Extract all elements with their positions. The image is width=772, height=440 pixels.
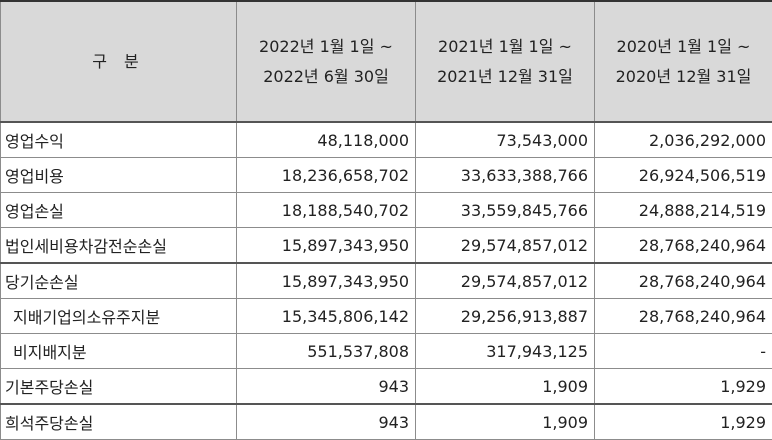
value-2020: 28,768,240,964 (595, 263, 772, 299)
row-label: 영업수익 (1, 122, 237, 158)
value-2020: 24,888,214,519 (595, 193, 772, 228)
row-basic-loss-per-share: 기본주당손실 943 1,909 1,929 (1, 369, 772, 405)
value-2022h1: 15,897,343,950 (237, 263, 416, 299)
value-2022h1: 15,345,806,142 (237, 299, 416, 334)
value-2021: 29,574,857,012 (416, 228, 595, 264)
row-label: 지배기업의소유주지분 (1, 299, 237, 334)
period-start: 2021년 1월 1일 ~ (416, 32, 594, 62)
value-2021: 1,909 (416, 404, 595, 440)
period-start: 2022년 1월 1일 ~ (237, 32, 415, 62)
value-2021: 73,543,000 (416, 122, 595, 158)
value-2020: 1,929 (595, 369, 772, 405)
row-label: 기본주당손실 (1, 369, 237, 405)
value-2021: 317,943,125 (416, 334, 595, 369)
value-2021: 29,256,913,887 (416, 299, 595, 334)
period-start: 2020년 1월 1일 ~ (595, 32, 772, 62)
period-end: 2022년 6월 30일 (237, 62, 415, 92)
value-2020: 1,929 (595, 404, 772, 440)
period-header-2021: 2021년 1월 1일 ~ 2021년 12월 31일 (416, 1, 595, 122)
row-label: 영업손실 (1, 193, 237, 228)
row-non-controlling-interest: 비지배지분 551,537,808 317,943,125 - (1, 334, 772, 369)
value-2022h1: 15,897,343,950 (237, 228, 416, 264)
row-diluted-loss-per-share: 희석주당손실 943 1,909 1,929 (1, 404, 772, 440)
value-2021: 33,559,845,766 (416, 193, 595, 228)
row-loss-before-tax: 법인세비용차감전순손실 15,897,343,950 29,574,857,01… (1, 228, 772, 264)
row-label: 영업비용 (1, 158, 237, 193)
period-header-2020: 2020년 1월 1일 ~ 2020년 12월 31일 (595, 1, 772, 122)
value-2022h1: 18,236,658,702 (237, 158, 416, 193)
value-2020: 28,768,240,964 (595, 228, 772, 264)
value-2022h1: 943 (237, 404, 416, 440)
value-2022h1: 48,118,000 (237, 122, 416, 158)
period-end: 2021년 12월 31일 (416, 62, 594, 92)
row-label: 비지배지분 (1, 334, 237, 369)
row-operating-loss: 영업손실 18,188,540,702 33,559,845,766 24,88… (1, 193, 772, 228)
row-label: 당기순손실 (1, 263, 237, 299)
value-2022h1: 18,188,540,702 (237, 193, 416, 228)
row-label: 희석주당손실 (1, 404, 237, 440)
period-header-2022h1: 2022년 1월 1일 ~ 2022년 6월 30일 (237, 1, 416, 122)
category-header: 구 분 (1, 1, 237, 122)
row-operating-revenue: 영업수익 48,118,000 73,543,000 2,036,292,000 (1, 122, 772, 158)
value-2021: 29,574,857,012 (416, 263, 595, 299)
value-2020: 2,036,292,000 (595, 122, 772, 158)
value-2021: 1,909 (416, 369, 595, 405)
row-operating-expenses: 영업비용 18,236,658,702 33,633,388,766 26,92… (1, 158, 772, 193)
value-2020: 28,768,240,964 (595, 299, 772, 334)
value-2022h1: 943 (237, 369, 416, 405)
value-2022h1: 551,537,808 (237, 334, 416, 369)
value-2020: 26,924,506,519 (595, 158, 772, 193)
row-net-loss: 당기순손실 15,897,343,950 29,574,857,012 28,7… (1, 263, 772, 299)
value-2021: 33,633,388,766 (416, 158, 595, 193)
header-row: 구 분 2022년 1월 1일 ~ 2022년 6월 30일 2021년 1월 … (1, 1, 772, 122)
row-label: 법인세비용차감전순손실 (1, 228, 237, 264)
value-2020: - (595, 334, 772, 369)
row-owners-of-parent: 지배기업의소유주지분 15,345,806,142 29,256,913,887… (1, 299, 772, 334)
period-end: 2020년 12월 31일 (595, 62, 772, 92)
